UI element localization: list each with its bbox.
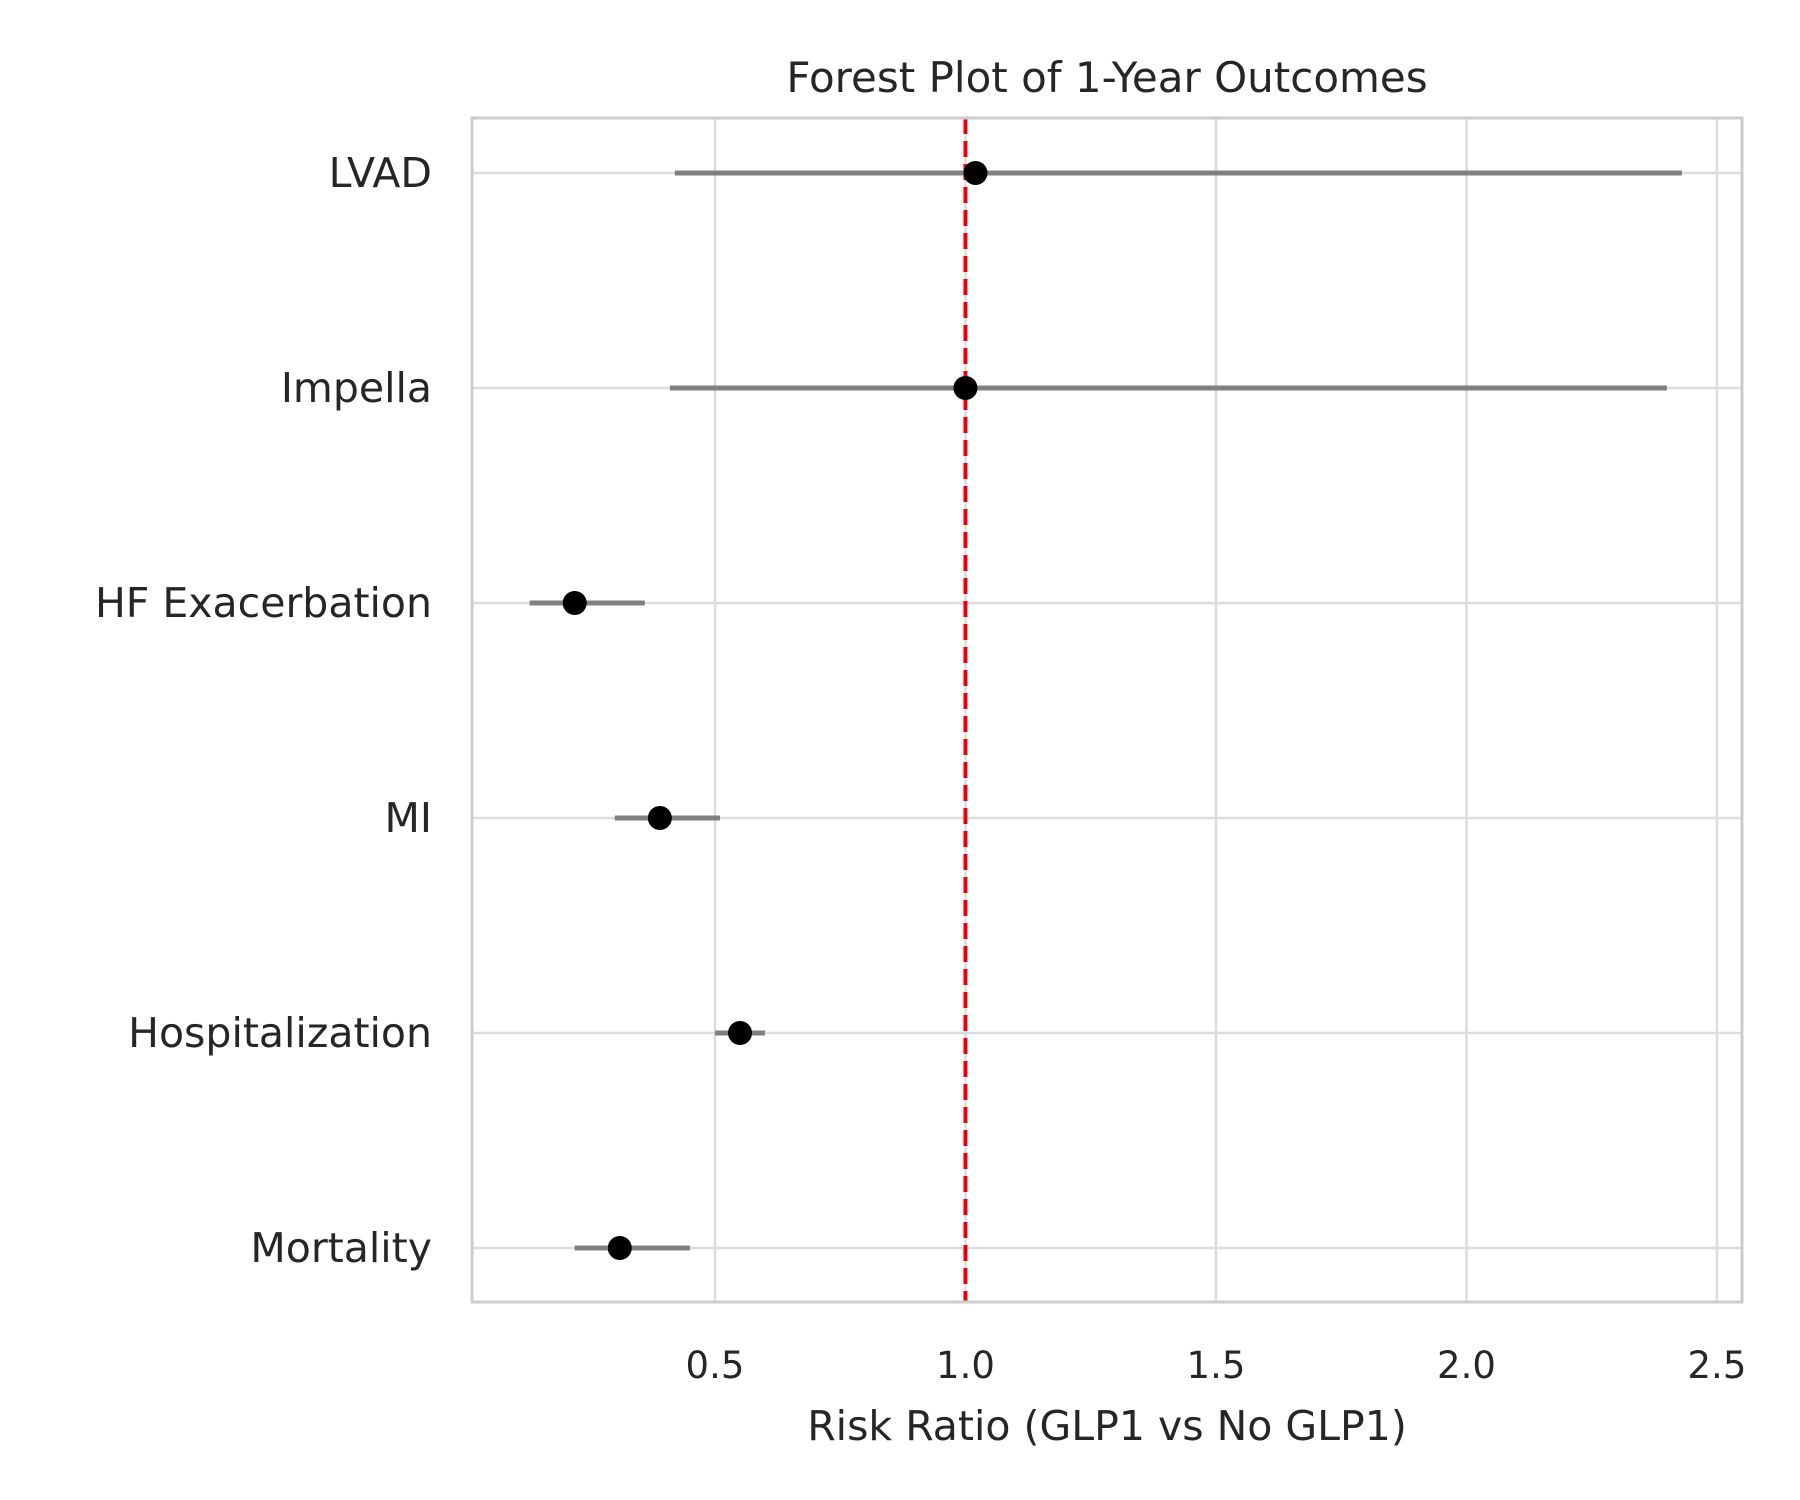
y-tick-mi: MI bbox=[385, 794, 432, 842]
point-lvad bbox=[963, 161, 988, 185]
point-estimates bbox=[562, 161, 988, 1260]
chart-title: Forest Plot of 1-Year Outcomes bbox=[786, 53, 1427, 102]
confidence-intervals bbox=[529, 170, 1682, 1251]
point-mortality bbox=[607, 1236, 632, 1260]
y-tick-lvad: LVAD bbox=[329, 149, 432, 197]
y-tick-hf-exacerbation: HF Exacerbation bbox=[95, 579, 432, 627]
x-tick-1: 1.0 bbox=[936, 1344, 995, 1387]
plot-frame bbox=[470, 116, 1744, 1304]
grid bbox=[472, 118, 1742, 1302]
y-tick-impella: Impella bbox=[281, 364, 432, 412]
point-hf-exacerbation bbox=[562, 591, 587, 615]
x-tick-2: 1.5 bbox=[1187, 1344, 1246, 1387]
x-axis-label: Risk Ratio (GLP1 vs No GLP1) bbox=[807, 1402, 1407, 1450]
x-tick-labels: 0.5 1.0 1.5 2.0 2.5 bbox=[686, 1344, 1747, 1387]
x-tick-4: 2.5 bbox=[1688, 1344, 1747, 1387]
y-tick-hospitalization: Hospitalization bbox=[128, 1009, 432, 1057]
x-tick-3: 2.0 bbox=[1437, 1344, 1496, 1387]
y-tick-mortality: Mortality bbox=[250, 1224, 432, 1272]
point-mi bbox=[647, 806, 672, 830]
x-tick-0: 0.5 bbox=[686, 1344, 745, 1387]
y-tick-labels: LVAD Impella HF Exacerbation MI Hospitalizat… bbox=[95, 149, 432, 1272]
point-hospitalization bbox=[728, 1021, 753, 1045]
point-impella bbox=[953, 376, 978, 400]
